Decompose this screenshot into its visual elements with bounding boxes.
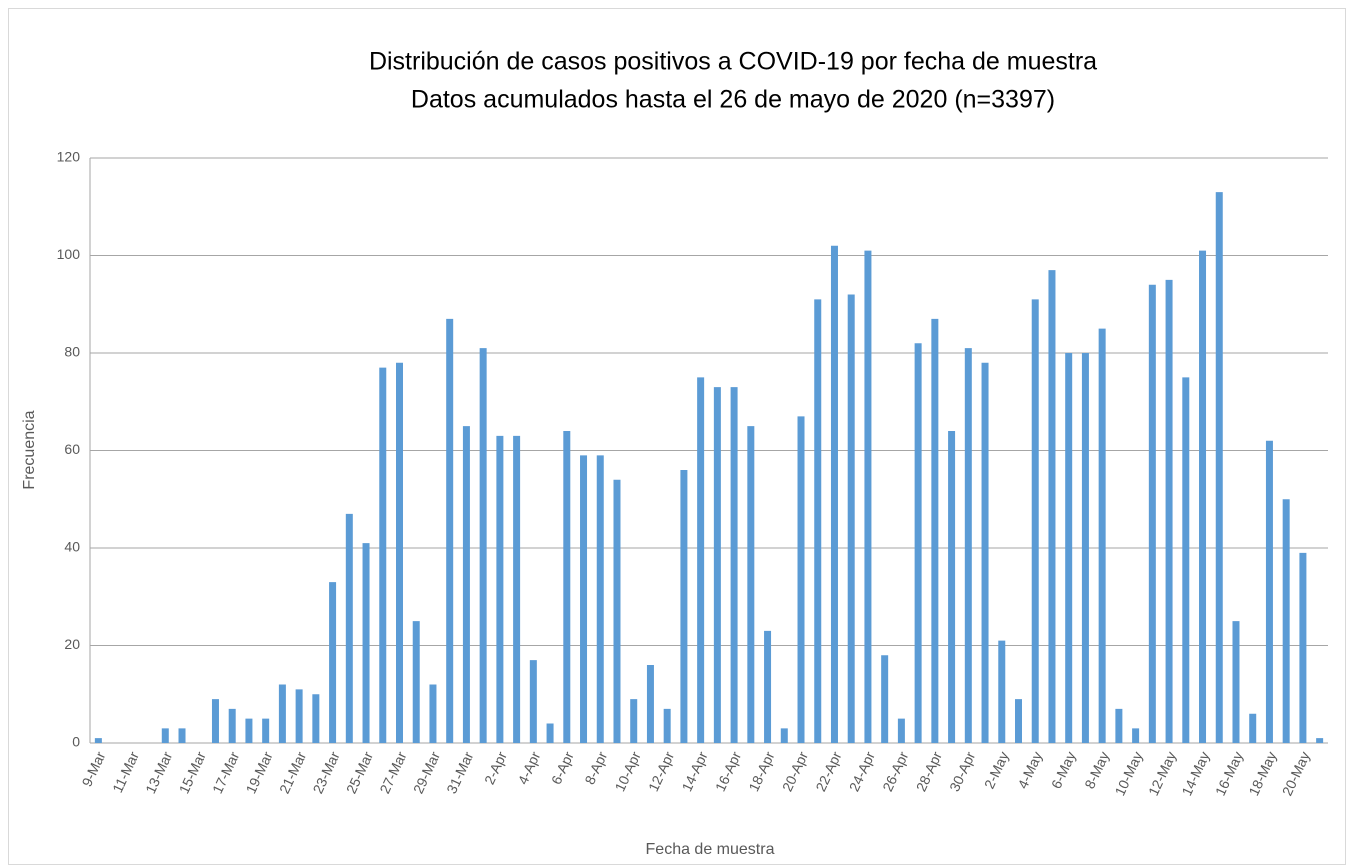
bar (228, 708, 236, 743)
bar (1232, 621, 1240, 743)
bar (697, 377, 705, 743)
bar (881, 655, 889, 743)
bar (1249, 713, 1257, 743)
bar (462, 426, 470, 743)
bar (964, 348, 972, 743)
y-tick-label: 100 (57, 246, 81, 262)
bar (680, 470, 688, 743)
bar (998, 640, 1006, 743)
bar (830, 245, 838, 743)
bar (663, 708, 671, 743)
bar (630, 699, 638, 743)
bar (1299, 552, 1307, 743)
bar (1165, 279, 1173, 743)
y-tick-label: 0 (72, 734, 80, 750)
bar (1015, 699, 1022, 743)
bar (396, 362, 403, 743)
bar (864, 250, 872, 743)
bar (981, 362, 989, 743)
bar (446, 318, 454, 743)
chart-subtitle: Datos acumulados hasta el 26 de mayo de … (411, 86, 1055, 114)
bar (496, 435, 504, 743)
bar (278, 684, 286, 743)
bar (1215, 192, 1223, 743)
bar (295, 689, 303, 743)
bar (1265, 440, 1273, 743)
bar (513, 435, 521, 743)
bar (1081, 353, 1089, 743)
bar (345, 513, 353, 743)
bar (362, 543, 370, 743)
bar (563, 431, 571, 743)
bar (580, 455, 588, 743)
bar (596, 455, 604, 743)
y-tick-label: 40 (64, 539, 80, 555)
bar (1115, 708, 1123, 743)
bar (1316, 738, 1324, 743)
bar (931, 318, 939, 743)
chart-frame (8, 8, 1346, 865)
bar (747, 426, 755, 743)
y-axis-label: Frecuencia (21, 410, 38, 489)
chart-title: Distribución de casos positivos a COVID-… (369, 48, 1097, 76)
bar (245, 718, 253, 743)
bar (161, 728, 169, 743)
bar (412, 621, 420, 743)
bar (429, 684, 437, 743)
bar (713, 387, 721, 743)
y-tick-label: 80 (64, 344, 80, 360)
bar (914, 343, 922, 743)
bar (646, 665, 654, 743)
bar (1048, 270, 1056, 743)
bar (262, 718, 270, 743)
bar (1182, 377, 1190, 743)
bar (1282, 499, 1290, 743)
bar (211, 699, 219, 743)
bar (529, 660, 537, 743)
bar (1031, 299, 1039, 743)
bar (312, 694, 320, 743)
bar (948, 431, 956, 743)
bar (379, 367, 387, 743)
bar (329, 582, 337, 743)
y-tick-label: 20 (64, 636, 80, 652)
bar (613, 479, 621, 743)
bar (764, 630, 772, 743)
bar (1199, 250, 1207, 743)
bar (94, 738, 102, 743)
y-tick-label: 60 (64, 441, 80, 457)
x-axis-label: Fecha de muestra (646, 841, 775, 858)
bar (847, 294, 855, 743)
y-tick-label: 120 (57, 149, 81, 165)
bar (897, 718, 905, 743)
bar (178, 728, 186, 743)
bar (1098, 328, 1106, 743)
bar (1065, 353, 1073, 743)
bar (1148, 284, 1156, 743)
bar (730, 387, 738, 743)
bar (814, 299, 822, 743)
bar (780, 728, 788, 743)
bar (1132, 728, 1140, 743)
bar (546, 723, 554, 743)
bar (479, 348, 487, 743)
bar (797, 416, 805, 743)
